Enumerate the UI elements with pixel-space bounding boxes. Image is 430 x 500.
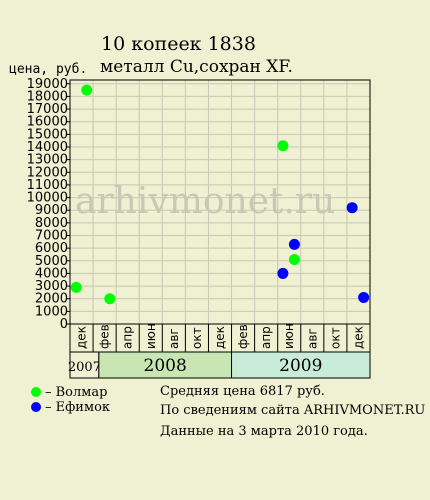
year-label: 2007: [68, 360, 101, 375]
y-tick-label: 10000: [27, 191, 68, 206]
y-tick-label: 7000: [35, 229, 68, 244]
y-tick-label: 2000: [35, 292, 68, 307]
y-tick-label: 15000: [27, 127, 68, 142]
y-tick-label: 13000: [27, 153, 68, 168]
month-label: апр: [121, 326, 135, 349]
plot-area: [70, 80, 370, 324]
month-label: окт: [328, 327, 342, 349]
y-tick-label: 5000: [35, 254, 68, 269]
grid: [69, 79, 371, 325]
data-point: [346, 202, 358, 214]
legend-label-volmar: – Волмар: [45, 385, 107, 400]
y-axis-label: цена, руб.: [9, 62, 87, 77]
legend-label-efimok: – Ефимок: [45, 400, 110, 415]
y-tick-label: 6000: [35, 241, 68, 256]
y-tick-label: 4000: [35, 266, 68, 281]
year-cell: [98, 351, 233, 379]
data-point: [81, 84, 93, 96]
chart-title: 10 копеек 1838: [101, 33, 256, 55]
month-label: дек: [351, 326, 365, 349]
y-tick-label: 16000: [27, 115, 68, 130]
y-tick-label: 8000: [35, 216, 68, 231]
y-tick-label: 11000: [27, 178, 68, 193]
year-cell: [69, 351, 100, 379]
legend-marker-volmar: [31, 387, 41, 397]
average-price: Средняя цена 6817 руб.: [160, 384, 325, 399]
y-tick-label: 19000: [27, 77, 68, 92]
x-axis-months: дек фев апр июн авг окт дек фев апр июн авг окт дек: [69, 323, 371, 353]
month-label: окт: [190, 327, 204, 349]
y-tick-label: 0: [60, 317, 68, 332]
year-label: 2009: [279, 356, 322, 376]
chart-subtitle: металл Cu,сохран XF.: [100, 57, 293, 77]
data-point: [277, 140, 289, 152]
y-tick-label: 18000: [27, 89, 68, 104]
x-axis-years: 2007 2008 2009: [68, 351, 371, 379]
y-tick-label: 17000: [27, 102, 68, 117]
month-label: апр: [259, 326, 273, 349]
data-point: [70, 281, 82, 293]
year-label: 2008: [144, 356, 187, 376]
year-cell: [231, 351, 371, 379]
y-tick-label: 12000: [27, 165, 68, 180]
data-date: Данные на 3 марта 2010 года.: [160, 424, 368, 439]
y-tick-label: 3000: [35, 279, 68, 294]
month-label: фев: [98, 324, 112, 349]
month-label: фев: [236, 324, 250, 349]
month-label: авг: [305, 328, 319, 349]
month-label: июн: [144, 323, 158, 349]
y-axis: 0100020003000400050006000700080009000100…: [27, 77, 70, 332]
y-tick-label: 1000: [35, 304, 68, 319]
month-label: дек: [213, 326, 227, 349]
data-source: По сведениям сайта ARHIVMONET.RU: [160, 403, 425, 418]
data-point: [104, 293, 116, 305]
watermark: arhivmonet.ru: [75, 181, 335, 222]
month-label: июн: [282, 323, 296, 349]
y-tick-label: 14000: [27, 140, 68, 155]
data-point: [277, 267, 289, 279]
month-label: авг: [167, 328, 181, 349]
data-point: [288, 238, 300, 250]
y-tick-label: 9000: [35, 203, 68, 218]
legend-marker-efimok: [31, 402, 41, 412]
data-points: [70, 84, 370, 305]
legend: – Волмар – Ефимок: [31, 385, 110, 415]
month-label: дек: [75, 326, 89, 349]
data-point: [288, 254, 300, 266]
data-point: [358, 291, 370, 303]
